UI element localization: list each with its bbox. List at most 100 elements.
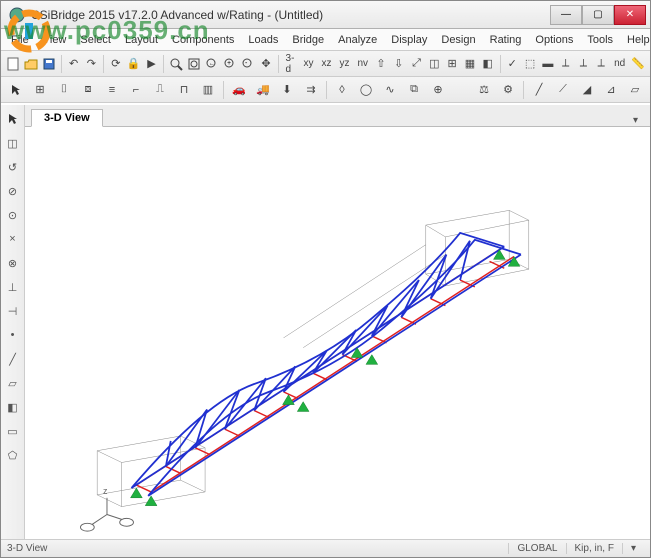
assign-icon[interactable]: ⊕ (427, 79, 449, 101)
units-icon[interactable]: ⚖ (473, 79, 495, 101)
menu-file[interactable]: File (5, 32, 35, 48)
tab-dropdown-icon[interactable]: ▾ (627, 115, 644, 126)
close-button[interactable]: ✕ (614, 5, 646, 25)
menu-view[interactable]: View (37, 32, 73, 48)
select-clear-icon[interactable]: ⊘ (3, 181, 23, 201)
element-button[interactable]: ◧ (480, 53, 496, 75)
pier-icon[interactable]: ▥ (197, 79, 219, 101)
section-icon[interactable]: ⌷ (53, 79, 75, 101)
draw-area-icon[interactable]: ▱ (3, 373, 23, 393)
save-button[interactable] (41, 53, 57, 75)
tab-3d-view[interactable]: 3-D View (31, 109, 103, 127)
model-icon[interactable]: ◊ (331, 79, 353, 101)
view-nv-label[interactable]: nv (355, 58, 372, 69)
menu-bridge[interactable]: Bridge (286, 32, 330, 48)
select-all-icon[interactable]: ◫ (3, 133, 23, 153)
zoom-prev-button[interactable]: ← (204, 53, 220, 75)
view-yz-label[interactable]: yz (337, 58, 353, 69)
view-xy-label[interactable]: xy (301, 58, 317, 69)
lane-icon[interactable]: ≡ (101, 79, 123, 101)
snap-point-icon[interactable]: ⊙ (3, 205, 23, 225)
menu-components[interactable]: Components (166, 32, 240, 48)
tool-d-icon[interactable]: ⊿ (600, 79, 622, 101)
moving-load-icon[interactable]: ⇉ (300, 79, 322, 101)
redo-button[interactable]: ↷ (83, 53, 99, 75)
hinge-icon[interactable]: ◯ (355, 79, 377, 101)
menu-loads[interactable]: Loads (242, 32, 284, 48)
zoom-out-button[interactable]: - (240, 53, 256, 75)
frame2-icon[interactable]: ⟂ (576, 53, 592, 75)
new-button[interactable] (5, 53, 21, 75)
down-arrow-button[interactable]: ⇩ (391, 53, 407, 75)
bridge-icon[interactable]: ⌐ (125, 79, 147, 101)
draw-poly-icon[interactable]: ⬠ (3, 445, 23, 465)
draw-quick-icon[interactable]: ◧ (3, 397, 23, 417)
vehicle-icon[interactable]: 🚗 (228, 79, 250, 101)
tool-a-icon[interactable]: ╱ (528, 79, 550, 101)
tool-e-icon[interactable]: ▱ (624, 79, 646, 101)
maximize-button[interactable]: ▢ (582, 5, 614, 25)
support-icon[interactable]: ⎍ (149, 79, 171, 101)
snap-perp-icon[interactable]: ⊥ (3, 277, 23, 297)
menu-help[interactable]: Help (621, 32, 651, 48)
nd-label[interactable]: nd (611, 58, 628, 69)
frame-icon[interactable]: ⟂ (558, 53, 574, 75)
frame3-icon[interactable]: ⟂ (593, 53, 609, 75)
status-dropdown-icon[interactable]: ▾ (622, 543, 644, 554)
status-units[interactable]: Kip, in, F (566, 543, 622, 554)
pointer-icon[interactable] (5, 79, 27, 101)
perspective-button[interactable]: ◫ (426, 53, 442, 75)
rebar-icon[interactable]: ⧉ (403, 79, 425, 101)
zoom-rubber-button[interactable] (168, 53, 184, 75)
select-prev-icon[interactable]: ↺ (3, 157, 23, 177)
shade-icon[interactable]: ▬ (540, 53, 556, 75)
snap-line-icon[interactable]: × (3, 229, 23, 249)
menu-layout[interactable]: Layout (119, 32, 164, 48)
run-button[interactable]: ▶ (144, 53, 160, 75)
tabstrip: 3-D View ▾ (25, 105, 650, 127)
truck-icon[interactable]: 🚚 (252, 79, 274, 101)
select-tool-icon[interactable] (3, 109, 23, 129)
tendon-icon[interactable]: ∿ (379, 79, 401, 101)
menu-rating[interactable]: Rating (484, 32, 528, 48)
menu-options[interactable]: Options (529, 32, 579, 48)
rotate-button[interactable]: ⤢ (409, 53, 425, 75)
measure-icon[interactable]: 📏 (630, 53, 646, 75)
options-icon[interactable]: ⚙ (497, 79, 519, 101)
layout-icon[interactable]: ⧈ (77, 79, 99, 101)
view-xz-label[interactable]: xz (319, 58, 335, 69)
check-button[interactable]: ✓ (504, 53, 520, 75)
up-arrow-button[interactable]: ⇧ (373, 53, 389, 75)
abutment-icon[interactable]: ⊓ (173, 79, 195, 101)
svg-text:←: ← (209, 61, 215, 67)
menu-select[interactable]: Select (74, 32, 117, 48)
open-button[interactable] (23, 53, 39, 75)
undo-button[interactable]: ↶ (66, 53, 82, 75)
zoom-in-button[interactable]: + (222, 53, 238, 75)
grid-icon[interactable]: ⊞ (29, 79, 51, 101)
minimize-button[interactable]: — (550, 5, 582, 25)
menu-tools[interactable]: Tools (581, 32, 619, 48)
load-icon[interactable]: ⬇ (276, 79, 298, 101)
status-coord-system[interactable]: GLOBAL (508, 543, 565, 554)
draw-point-icon[interactable]: • (3, 325, 23, 345)
lock-button[interactable]: 🔒 (126, 53, 142, 75)
tool-b-icon[interactable]: ⟋ (552, 79, 574, 101)
object-button[interactable]: ▦ (462, 53, 478, 75)
menu-display[interactable]: Display (385, 32, 433, 48)
viewport-3d[interactable]: z (25, 127, 650, 539)
shrink-button[interactable]: ⊞ (444, 53, 460, 75)
tool-c-icon[interactable]: ◢ (576, 79, 598, 101)
app-icon (9, 7, 25, 23)
draw-rect-icon[interactable]: ▭ (3, 421, 23, 441)
extrude-icon[interactable]: ⬚ (522, 53, 538, 75)
refresh-button[interactable]: ⟳ (108, 53, 124, 75)
menu-analyze[interactable]: Analyze (332, 32, 383, 48)
snap-end-icon[interactable]: ⊣ (3, 301, 23, 321)
view-3d-label[interactable]: 3-d (283, 53, 299, 75)
zoom-full-button[interactable] (186, 53, 202, 75)
menu-design[interactable]: Design (435, 32, 481, 48)
pan-button[interactable]: ✥ (258, 53, 274, 75)
draw-line-icon[interactable]: ╱ (3, 349, 23, 369)
snap-intersect-icon[interactable]: ⊗ (3, 253, 23, 273)
